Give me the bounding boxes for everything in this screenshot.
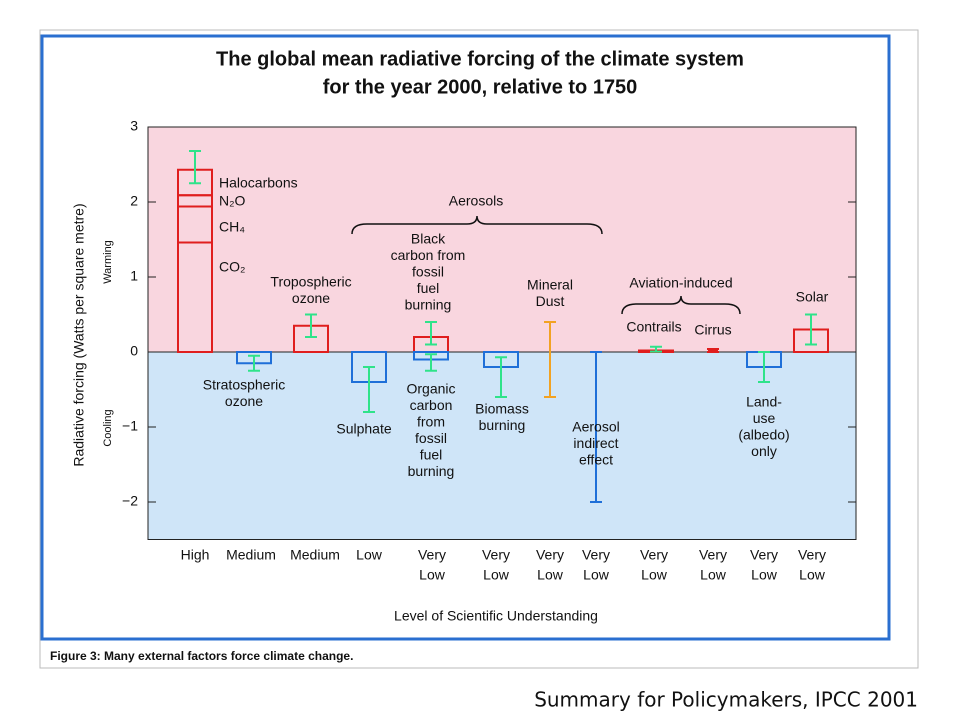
item-label: only — [751, 443, 777, 459]
source: Summary for Policymakers, IPCC 2001 — [534, 688, 918, 712]
warming-label: Warming — [102, 240, 114, 284]
segment-label: N₂O — [219, 193, 246, 209]
y-tick-label: −1 — [122, 418, 138, 434]
level-label: Low — [419, 567, 446, 583]
level-label: High — [181, 547, 210, 563]
item-label: Black — [411, 231, 446, 247]
level-label: Medium — [226, 547, 276, 563]
item-label: ozone — [292, 290, 330, 306]
item-label: fuel — [417, 280, 440, 296]
item-label: fossil — [415, 430, 447, 446]
y-tick-label: 3 — [130, 118, 138, 134]
y-tick-label: 0 — [130, 343, 138, 359]
level-label: Very — [536, 547, 564, 563]
item-label: use — [753, 410, 776, 426]
y-tick-label: −2 — [122, 493, 138, 509]
level-label: Very — [482, 547, 510, 563]
level-label: Low — [751, 567, 778, 583]
figure-frame — [40, 34, 891, 641]
item-label: Tropospheric — [270, 274, 351, 290]
item-label: Dust — [536, 293, 565, 309]
item-label: Aerosol — [572, 419, 619, 435]
title: for the year 2000, relative to 1750 — [323, 76, 638, 98]
group-brace — [351, 215, 603, 235]
item-label: indirect — [573, 435, 618, 451]
title: The global mean radiative forcing of the… — [216, 48, 744, 70]
item-label: burning — [479, 417, 526, 433]
item-label: fuel — [420, 447, 443, 463]
y-tick-label: 2 — [130, 193, 138, 209]
item-label: fossil — [412, 264, 444, 280]
y-tick-label: 1 — [130, 268, 138, 284]
level-label: Very — [640, 547, 668, 563]
item-label: effect — [579, 452, 613, 468]
item-label: Solar — [796, 289, 829, 305]
item-label: Biomass — [475, 401, 529, 417]
level-label: Low — [799, 567, 826, 583]
y-axis-label: Radiative forcing (Watts per square metr… — [71, 203, 87, 466]
caption: Figure 3: Many external factors force cl… — [50, 649, 353, 663]
outer-frame — [39, 29, 919, 669]
item-label: ozone — [225, 393, 263, 409]
level-label: Very — [798, 547, 826, 563]
warming-region — [148, 127, 856, 352]
level-label: Very — [418, 547, 446, 563]
level-label: Low — [537, 567, 564, 583]
item-label: burning — [405, 297, 452, 313]
item-label: Contrails — [626, 319, 681, 335]
item-label: burning — [408, 463, 455, 479]
level-label: Medium — [290, 547, 340, 563]
level-label: Very — [699, 547, 727, 563]
x-axis-label: Level of Scientific Understanding — [394, 608, 598, 624]
group-label: Aviation-induced — [629, 275, 732, 291]
group-brace — [621, 295, 741, 315]
item-label: carbon — [410, 397, 453, 413]
level-label: Low — [356, 547, 383, 563]
item-label: Organic — [406, 381, 455, 397]
item-label: carbon from — [391, 247, 466, 263]
item-label: from — [417, 414, 445, 430]
plot-frame — [147, 126, 857, 540]
item-label: Sulphate — [336, 421, 391, 437]
item-label: Mineral — [527, 277, 573, 293]
level-label: Low — [483, 567, 510, 583]
item-label: Land- — [746, 394, 782, 410]
segment-label: CO₂ — [219, 259, 245, 275]
level-label: Very — [582, 547, 610, 563]
item-label: Cirrus — [694, 322, 731, 338]
cooling-label: Cooling — [102, 409, 114, 446]
item-label: (albedo) — [738, 427, 789, 443]
group-label: Aerosols — [449, 193, 503, 209]
segment-label: CH₄ — [219, 219, 245, 235]
item-label: Stratospheric — [203, 377, 285, 393]
level-label: Low — [583, 567, 610, 583]
level-label: Low — [700, 567, 727, 583]
level-label: Very — [750, 547, 778, 563]
level-label: Low — [641, 567, 668, 583]
segment-label: Halocarbons — [219, 175, 298, 191]
